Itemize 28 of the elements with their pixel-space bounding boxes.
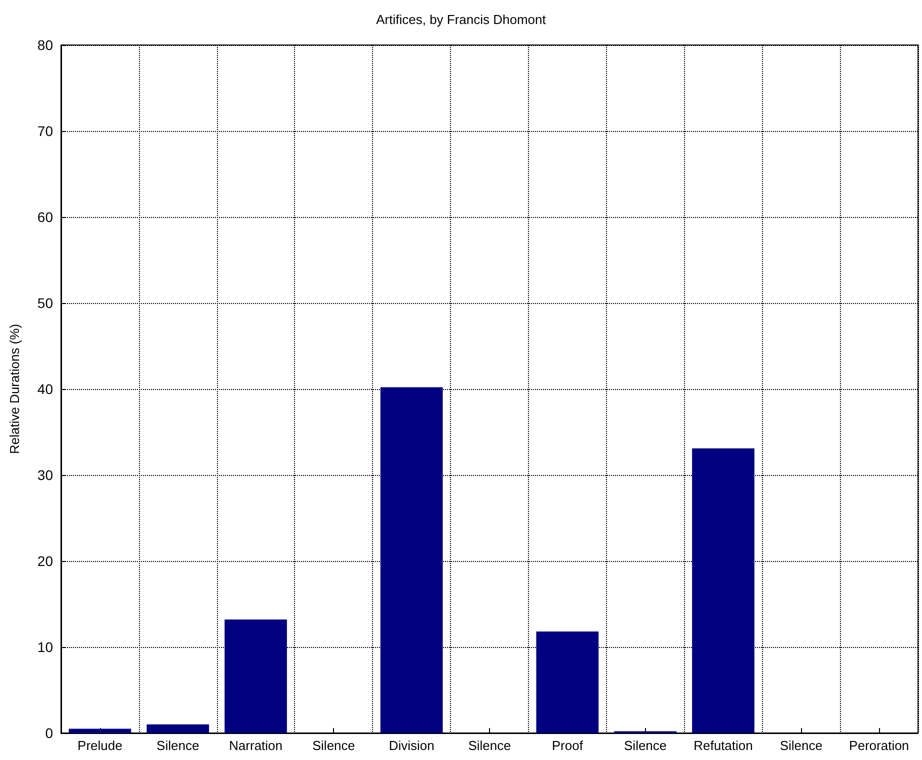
x-tick-label: Silence: [624, 738, 667, 753]
bar: [380, 387, 443, 733]
y-axis-title: Relative Durations (%): [7, 324, 22, 454]
y-tick-label: 20: [37, 553, 54, 569]
bar: [224, 619, 287, 733]
chart-title: Artifices, by Francis Dhomont: [376, 12, 546, 27]
x-tick-label: Silence: [312, 738, 355, 753]
bar: [536, 632, 599, 733]
y-tick-label: 40: [37, 381, 54, 397]
x-tick-label: Prelude: [78, 738, 122, 753]
bar: [692, 448, 754, 733]
x-tick-label: Division: [388, 738, 434, 753]
x-tick-label: Proof: [552, 738, 584, 753]
bar: [146, 724, 210, 733]
y-tick-label: 0: [45, 725, 54, 741]
y-tick-label: 60: [37, 209, 54, 225]
x-tick-label: Silence: [468, 738, 511, 753]
x-tick-label: Peroration: [849, 738, 910, 753]
y-tick-label: 70: [37, 123, 54, 139]
x-tick-label: Silence: [780, 738, 822, 753]
bar: [68, 728, 132, 733]
x-tick-label: Refutation: [694, 738, 753, 753]
y-tick-label: 30: [37, 467, 54, 483]
x-tick-label: Narration: [229, 738, 283, 753]
y-tick-label: 80: [37, 37, 54, 53]
y-tick-label: 50: [37, 295, 54, 311]
y-tick-label: 10: [37, 639, 54, 655]
x-tick-label: Silence: [156, 738, 200, 753]
